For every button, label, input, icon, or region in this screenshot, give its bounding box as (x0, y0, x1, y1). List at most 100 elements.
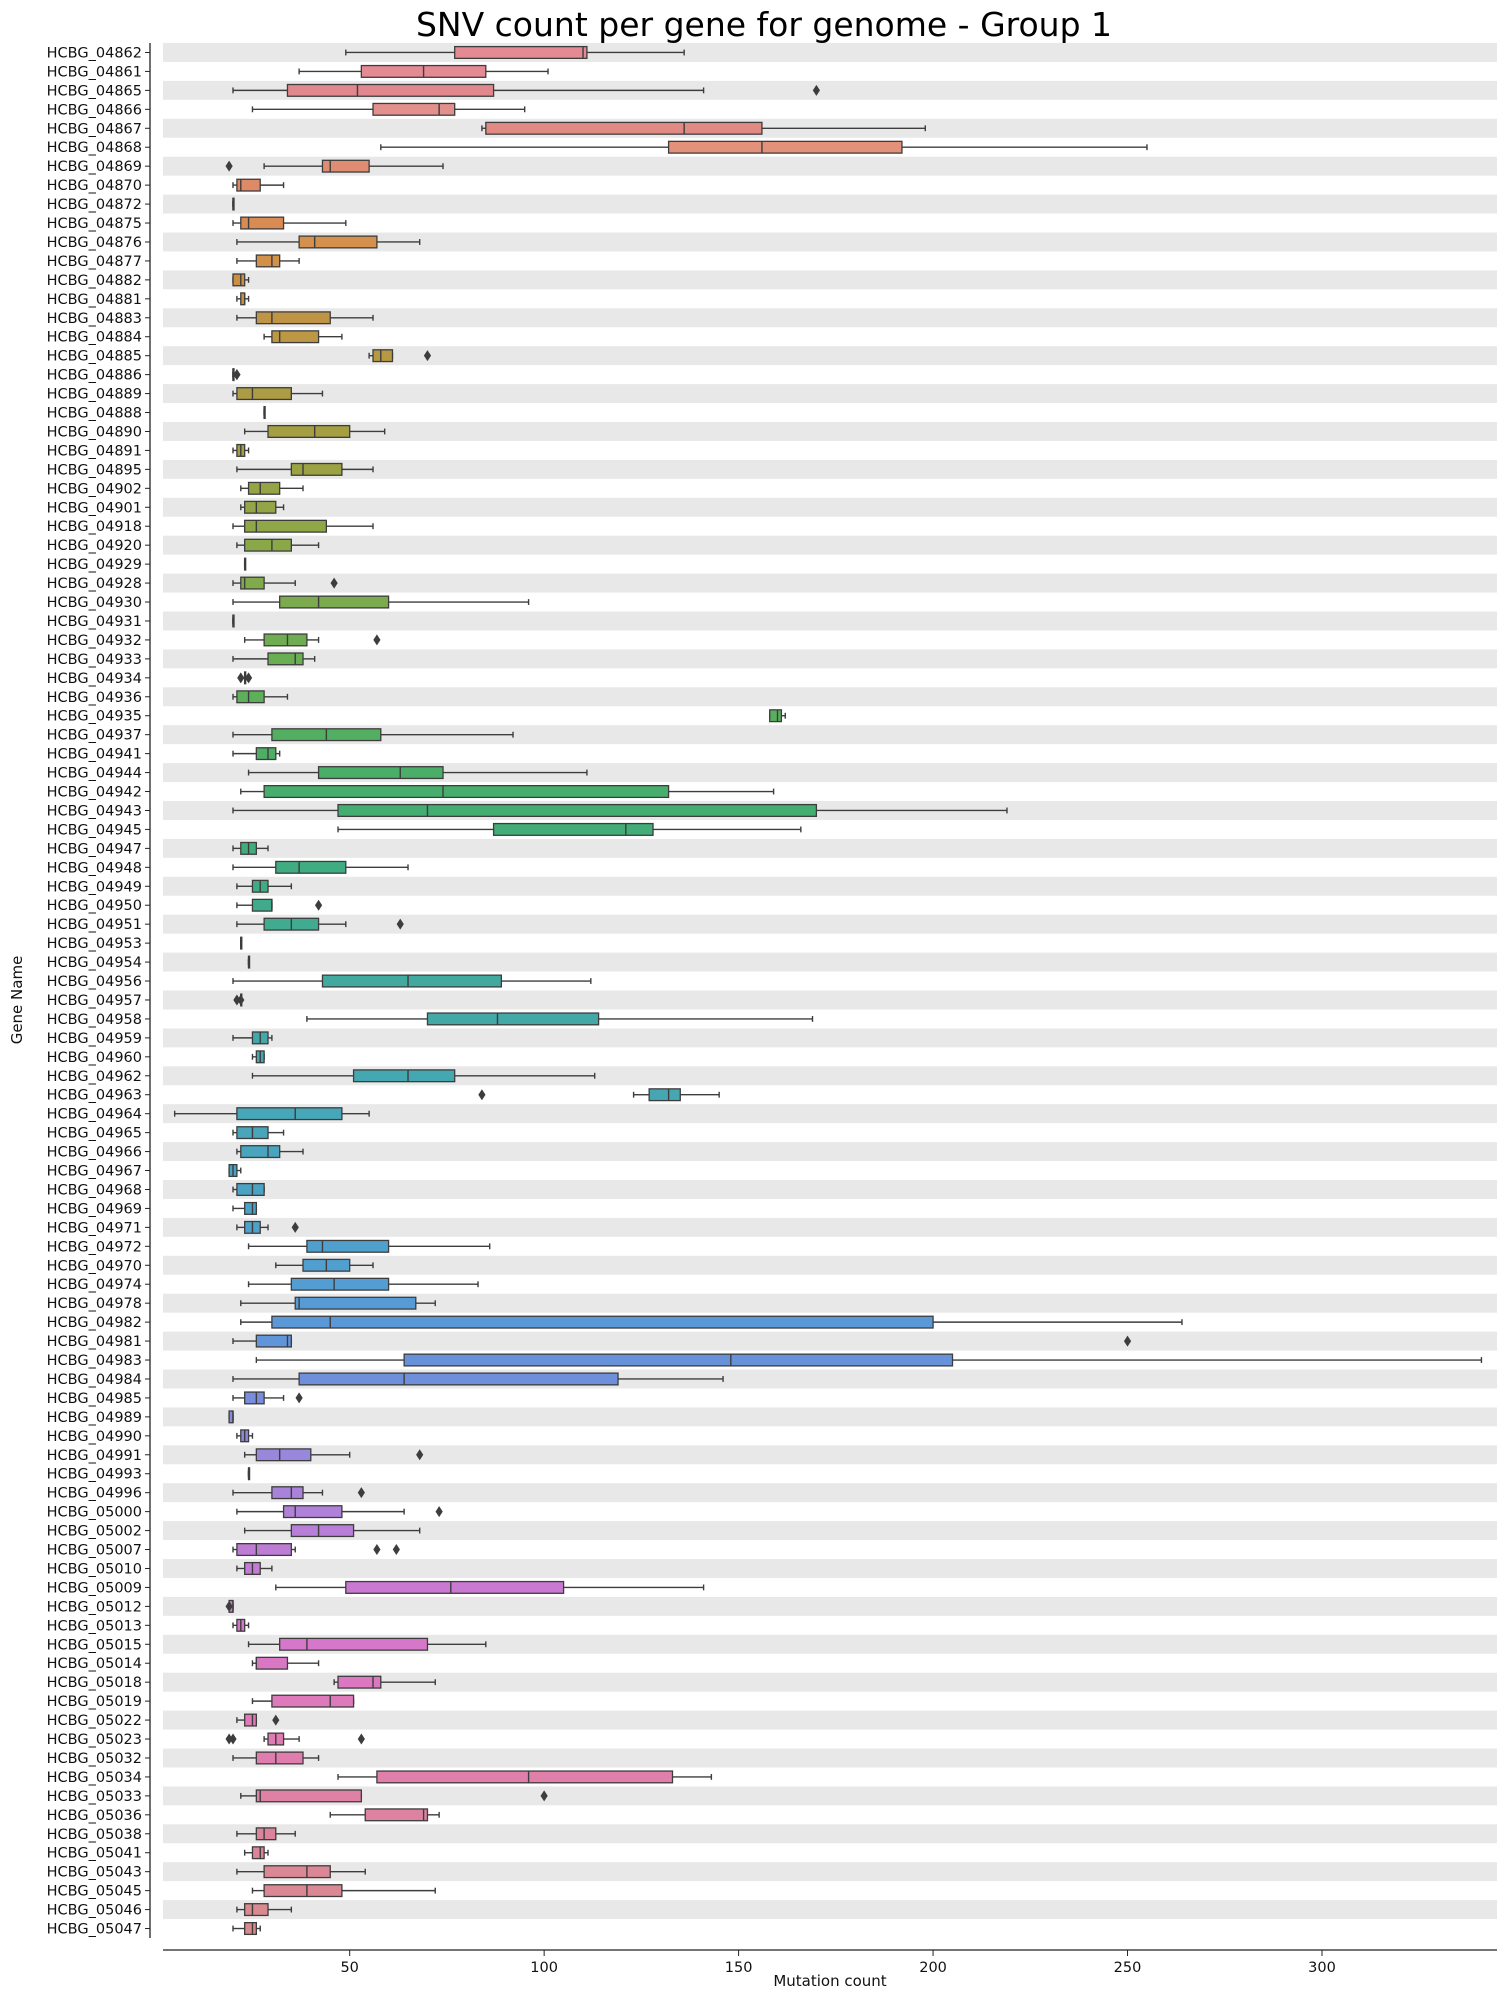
box-hcbg-04954 (247, 955, 251, 969)
y-tick-label: HCBG_04885 (47, 349, 142, 365)
box-iqr (244, 500, 277, 514)
outlier-point (291, 1221, 299, 1233)
box-iqr (255, 1656, 289, 1670)
box-series (173, 45, 1483, 1936)
outlier-point (373, 634, 381, 646)
box-hcbg-04931 (232, 614, 235, 628)
box-hcbg-04964 (173, 1107, 370, 1121)
x-tick-label: 250 (1114, 1960, 1142, 1976)
box-hcbg-05046 (236, 1903, 293, 1917)
box-iqr (267, 424, 351, 438)
box-iqr (403, 1353, 954, 1367)
box-hcbg-04869 (225, 159, 444, 173)
y-tick-label: HCBG_04989 (47, 1410, 142, 1426)
box-hcbg-05023 (225, 1732, 365, 1746)
outlier-point (314, 899, 323, 911)
box-hcbg-04865 (232, 83, 820, 97)
outlier-point (416, 1449, 424, 1461)
y-tick-label: HCBG_04901 (47, 500, 142, 516)
box-hcbg-04937 (232, 728, 514, 742)
row-band (163, 952, 1497, 972)
box-iqr (667, 140, 903, 154)
box-iqr (236, 1543, 292, 1557)
box-hcbg-04943 (232, 803, 1008, 817)
box-hcbg-04963 (478, 1088, 720, 1102)
box-hcbg-04889 (232, 387, 324, 401)
box-hcbg-04890 (243, 424, 386, 438)
box-hcbg-04895 (236, 462, 374, 476)
box-iqr (492, 822, 654, 836)
y-tick-label: HCBG_04920 (47, 538, 142, 554)
box-iqr (352, 1069, 456, 1083)
y-tick-label: HCBG_04958 (47, 1012, 142, 1028)
box-hcbg-04971 (236, 1220, 299, 1234)
box-hcbg-04933 (232, 652, 316, 666)
row-band (163, 990, 1497, 1010)
y-tick-label: HCBG_04965 (47, 1126, 142, 1142)
row-band (163, 194, 1497, 214)
row-band (163, 1786, 1497, 1806)
box-hcbg-04886 (232, 368, 241, 382)
row-band (163, 1483, 1497, 1503)
row-band (163, 649, 1497, 669)
y-tick-label: HCBG_04891 (47, 443, 142, 459)
box-hcbg-04932 (243, 633, 381, 647)
y-tick-label: HCBG_05047 (47, 1922, 142, 1938)
box-hcbg-04918 (232, 519, 374, 533)
y-tick-label: HCBG_04877 (47, 254, 142, 270)
box-iqr (263, 1865, 331, 1879)
box-hcbg-04985 (232, 1391, 303, 1405)
y-tick-label: HCBG_04865 (47, 83, 142, 99)
box-iqr (244, 1922, 257, 1936)
row-band (163, 1217, 1497, 1237)
outlier-point (225, 1600, 233, 1612)
y-tick-label: HCBG_04996 (47, 1486, 142, 1502)
outlier-point (396, 918, 404, 930)
y-tick-label: HCBG_04941 (47, 747, 142, 763)
box-iqr (244, 1903, 269, 1917)
box-hcbg-05015 (247, 1637, 487, 1651)
box-hcbg-05034 (337, 1770, 713, 1784)
box-hcbg-05043 (236, 1865, 366, 1879)
box-hcbg-04960 (251, 1050, 265, 1064)
y-tick-label: HCBG_04972 (47, 1239, 142, 1255)
box-hcbg-04991 (243, 1448, 424, 1462)
y-tick-label: HCBG_04971 (47, 1220, 142, 1236)
box-hcbg-04969 (232, 1201, 258, 1215)
row-band (163, 763, 1497, 783)
outlier-point (233, 369, 241, 381)
x-tick-label: 100 (530, 1960, 558, 1976)
row-band (163, 1748, 1497, 1768)
outlier-point (812, 84, 820, 96)
y-tick-label: HCBG_04866 (47, 102, 142, 118)
y-tick-label: HCBG_04869 (47, 159, 142, 175)
box-iqr (317, 766, 444, 780)
outlier-point (435, 1506, 443, 1518)
box-hcbg-04870 (232, 178, 285, 192)
y-tick-label: HCBG_04969 (47, 1201, 142, 1217)
box-iqr (255, 1751, 304, 1765)
y-tick-label: HCBG_05013 (47, 1618, 142, 1634)
y-tick-label: HCBG_04967 (47, 1164, 142, 1180)
row-band (163, 459, 1497, 479)
y-tick-label: HCBG_05036 (47, 1808, 142, 1824)
box-hcbg-04862 (345, 45, 685, 59)
y-tick-label: HCBG_04985 (47, 1391, 142, 1407)
y-tick-label: HCBG_04867 (47, 121, 142, 137)
row-band (163, 270, 1497, 290)
box-iqr (372, 102, 456, 116)
y-tick-label: HCBG_04978 (47, 1296, 142, 1312)
box-iqr (247, 481, 281, 495)
box-hcbg-04901 (240, 500, 285, 514)
box-hcbg-05000 (236, 1505, 443, 1519)
row-band (163, 1331, 1497, 1351)
box-iqr (306, 1239, 390, 1253)
box-hcbg-04993 (247, 1467, 251, 1481)
box-hcbg-05033 (240, 1789, 548, 1803)
box-hcbg-04953 (240, 936, 243, 950)
chart-title: SNV count per gene for genome - Group 1 (416, 5, 1112, 44)
row-band (163, 1862, 1497, 1882)
row-band (163, 1445, 1497, 1465)
box-iqr (364, 1808, 429, 1822)
